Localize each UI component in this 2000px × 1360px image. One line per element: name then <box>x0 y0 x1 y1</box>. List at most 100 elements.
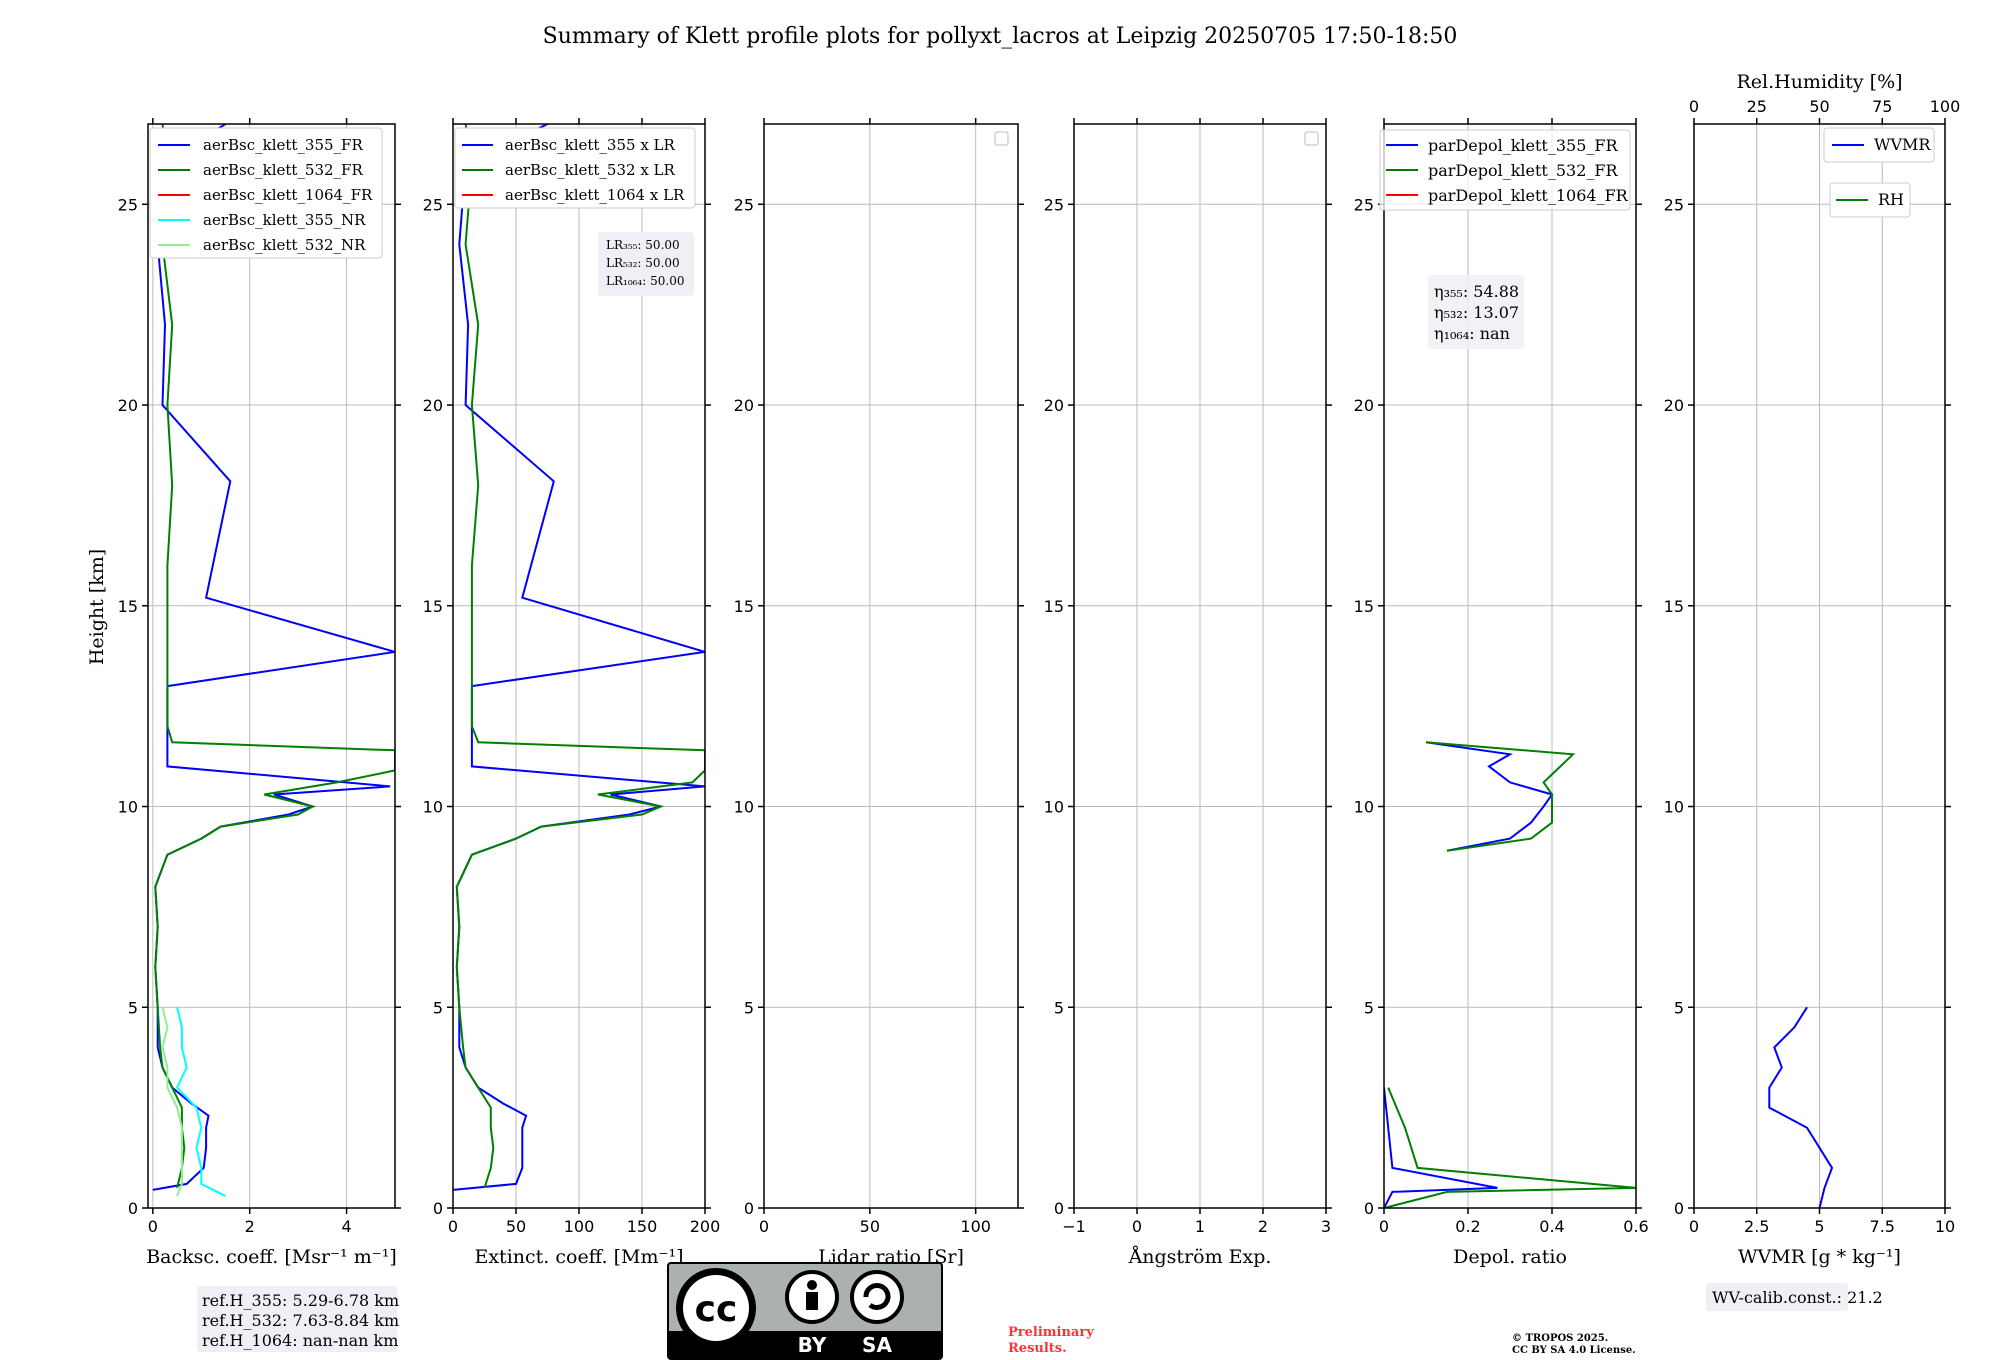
x2-axis-label: Rel.Humidity [%] <box>1736 71 1902 93</box>
y-tick-label: 0 <box>1054 1199 1064 1218</box>
y-axis-label: Height [km] <box>86 549 108 665</box>
legend-wv: WVMR RH <box>1823 127 1935 218</box>
y-tick-label: 5 <box>1674 998 1684 1017</box>
series-line-parDepol_klett_532_FR <box>1384 1087 1636 1208</box>
y-tick-label: 20 <box>1664 396 1684 415</box>
legend-entry: RH <box>1878 190 1904 209</box>
y-tick-label: 5 <box>433 998 443 1017</box>
x-tick-label: 0 <box>759 1217 769 1236</box>
legend-entry: parDepol_klett_355_FR <box>1428 136 1619 155</box>
legend-box <box>1379 129 1631 211</box>
panel-0: 0 2 4 0 5 10 15 20 25 Backsc. coeff. [Msr⁻¹ m⁻¹] <box>118 118 401 1268</box>
eta-box <box>1428 275 1524 349</box>
refh-box <box>197 1286 397 1352</box>
x-tick-label: 1 <box>1195 1217 1205 1236</box>
y-tick-label: 20 <box>118 396 138 415</box>
series-line-aerBsc_klett_355_NR <box>175 1007 226 1197</box>
y-tick-label: 10 <box>734 798 754 817</box>
y-tick-label: 25 <box>423 195 443 214</box>
cc-icon: cc <box>695 1289 738 1330</box>
series-line-aerBsc_klett_532_NR <box>161 1007 183 1197</box>
wv-calib: WV-calib.const.: 21.2 <box>1712 1288 1883 1307</box>
legend-entry: WVMR <box>1874 135 1931 154</box>
copyright-line1: © TROPOS 2025. <box>1512 1333 1608 1344</box>
x-tick-label: −1 <box>1062 1217 1086 1236</box>
x2-tick-label: 50 <box>1809 97 1829 116</box>
preliminary-line2: Results. <box>1008 1341 1067 1356</box>
x-axis-label: Ångström Exp. <box>1128 1246 1272 1268</box>
series-line-aerBsc_klett_355_FR <box>152 124 395 1191</box>
x-axis-label: Extinct. coeff. [Mm⁻¹] <box>474 1246 683 1268</box>
legend-entry: aerBsc_klett_355 x LR <box>505 136 676 154</box>
by-head-icon <box>807 1280 817 1290</box>
x-axis-label: Depol. ratio <box>1453 1246 1567 1268</box>
plot-frame <box>763 123 1019 1209</box>
license-badge: cc BY SA <box>667 1262 943 1360</box>
x-tick-label: 100 <box>564 1217 595 1236</box>
x-tick-label: 2 <box>1258 1217 1268 1236</box>
x-tick-label: 0.6 <box>1623 1217 1648 1236</box>
legend-depol: parDepol_klett_355_FR parDepol_klett_532… <box>1379 129 1631 349</box>
y-tick-label: 15 <box>1664 597 1684 616</box>
legend-entry: parDepol_klett_1064_FR <box>1428 186 1629 205</box>
legend-entry: aerBsc_klett_1064_FR <box>203 186 373 204</box>
eta-532: η₅₃₂: 13.07 <box>1434 303 1519 322</box>
legend-backscatter: aerBsc_klett_355_FR aerBsc_klett_532_FR … <box>149 127 383 259</box>
series-line-parDepol_klett_532_FR <box>1425 741 1576 852</box>
series-group <box>1384 741 1636 1208</box>
legend-entry: aerBsc_klett_1064 x LR <box>505 186 685 204</box>
legend-box <box>1829 182 1911 218</box>
lr-1064: LR₁₀₆₄: 50.00 <box>606 274 684 288</box>
panel-1: 0 50 100 150 200 0 5 10 15 20 25 Extinct. coeff. [M… <box>423 118 721 1268</box>
x-tick-label: 10 <box>1935 1217 1955 1236</box>
x2-tick-label: 0 <box>1689 97 1699 116</box>
x-tick-label: 100 <box>960 1217 991 1236</box>
y-tick-label: 10 <box>1664 798 1684 817</box>
x2-tick-label: 25 <box>1747 97 1767 116</box>
series-group <box>152 124 395 1197</box>
lr-532: LR₅₃₂: 50.00 <box>606 256 680 270</box>
legend-entry: aerBsc_klett_532_FR <box>203 161 363 179</box>
sa-circle-icon <box>850 1270 904 1324</box>
y-tick-label: 0 <box>744 1199 754 1218</box>
plot-frame <box>147 123 396 1209</box>
y-tick-label: 25 <box>1044 195 1064 214</box>
series-line-aerBsc_klett_532 x LR <box>455 124 705 1189</box>
x-tick-label: 0 <box>1379 1217 1389 1236</box>
y-tick-label: 25 <box>118 195 138 214</box>
cc-circle-icon <box>683 1275 749 1341</box>
x-tick-label: 0 <box>448 1217 458 1236</box>
sa-arrow-icon <box>863 1283 891 1310</box>
refh-1064: ref.H_1064: nan-nan km <box>202 1331 398 1350</box>
x-tick-label: 2.5 <box>1744 1217 1769 1236</box>
y-tick-label: 20 <box>1354 396 1374 415</box>
series-line-WVMR <box>1768 1006 1834 1208</box>
x-tick-label: 0 <box>1132 1217 1142 1236</box>
series-group <box>453 124 705 1191</box>
y-tick-label: 10 <box>118 798 138 817</box>
legend-entry: aerBsc_klett_355_FR <box>203 136 363 154</box>
x-tick-label: 5 <box>1814 1217 1824 1236</box>
x-tick-label: 200 <box>690 1217 721 1236</box>
y-tick-label: 5 <box>1054 998 1064 1017</box>
x-tick-label: 0 <box>148 1217 158 1236</box>
license-sa: SA <box>862 1333 892 1357</box>
lr-box <box>598 232 694 296</box>
x2-tick-label: 75 <box>1872 97 1892 116</box>
y-tick-label: 10 <box>1044 798 1064 817</box>
preliminary-line1: Preliminary <box>1008 1325 1094 1340</box>
x-tick-label: 0 <box>1689 1217 1699 1236</box>
x-tick-label: 50 <box>860 1217 880 1236</box>
x-tick-label: 3 <box>1321 1217 1331 1236</box>
legend-box <box>149 127 383 259</box>
y-tick-label: 0 <box>1364 1199 1374 1218</box>
x-axis-label: Backsc. coeff. [Msr⁻¹ m⁻¹] <box>146 1246 397 1268</box>
series-line-parDepol_klett_355_FR <box>1384 1087 1498 1208</box>
x-tick-label: 50 <box>506 1217 526 1236</box>
copyright-line2: CC BY SA 4.0 License. <box>1512 1345 1636 1356</box>
y-tick-label: 25 <box>1664 195 1684 214</box>
y-tick-label: 20 <box>423 396 443 415</box>
